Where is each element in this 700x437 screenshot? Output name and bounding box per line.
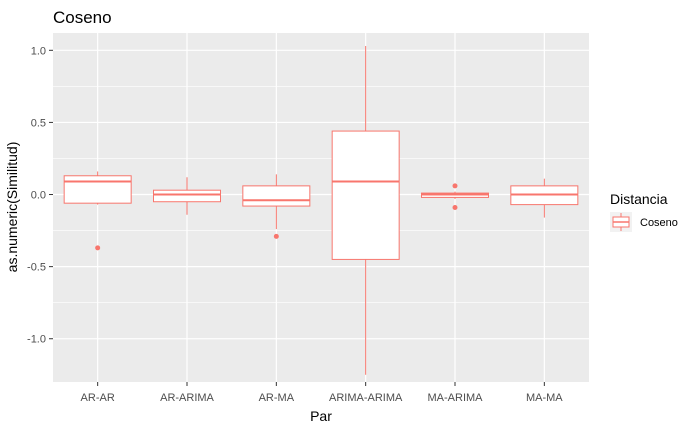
legend-entry-label: Coseno: [640, 217, 678, 229]
y-tick-label: -1.0: [27, 334, 46, 346]
x-axis-label: Par: [310, 408, 332, 424]
box-iqr: [153, 189, 221, 203]
y-tick-label: 0.0: [31, 190, 46, 202]
box-iqr: [63, 175, 132, 204]
box-group: [510, 178, 579, 218]
outlier-point: [95, 245, 101, 251]
y-axis-label: as.numeric(Similitud): [4, 142, 20, 273]
box-iqr: [242, 185, 311, 207]
box-group: [63, 171, 132, 251]
boxes: [63, 45, 579, 375]
y-axis: 1.0 0.5 0.0 -0.5 -1.0: [27, 45, 53, 346]
grid-minor: [53, 86, 589, 303]
plot-panel: [53, 33, 589, 382]
y-tick-label: 0.5: [31, 117, 46, 129]
x-tick-label: MA-ARIMA: [428, 392, 484, 404]
box-group: [421, 183, 489, 210]
y-tick-label: 1.0: [31, 45, 46, 57]
x-tick-label: MA-MA: [526, 392, 563, 404]
outlier-point: [452, 205, 458, 210]
x-axis: AR-AR AR-ARIMA AR-MA ARIMA-ARIMA MA-ARIMA MA-…: [81, 382, 563, 404]
box-group: [242, 174, 311, 239]
x-tick-label: AR-AR: [81, 392, 115, 404]
legend: Distancia Coseno: [610, 191, 678, 232]
x-tick-label: ARIMA-ARIMA: [329, 392, 403, 404]
box-group: [331, 45, 400, 375]
chart-title: Coseno: [53, 8, 112, 27]
outlier-point: [452, 183, 458, 189]
outlier-point: [273, 233, 279, 239]
x-tick-label: AR-ARIMA: [160, 392, 214, 404]
box-group: [153, 177, 221, 215]
legend-title: Distancia: [610, 191, 668, 207]
y-tick-label: -0.5: [27, 262, 46, 274]
x-tick-label: AR-MA: [259, 392, 295, 404]
box-iqr: [331, 130, 400, 260]
